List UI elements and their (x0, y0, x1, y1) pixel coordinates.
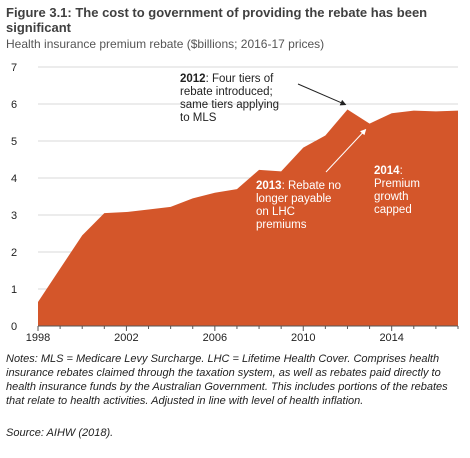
chart-notes: Notes: MLS = Medicare Levy Surcharge. LH… (6, 353, 448, 407)
chart-title: Figure 3.1: The cost to government of pr… (6, 5, 428, 35)
y-tick-label: 0 (11, 321, 17, 333)
annotation-line: Premium (374, 178, 420, 190)
annotation-line: capped (374, 204, 412, 216)
annotation-line: on LHC (256, 206, 295, 218)
y-tick-label: 4 (11, 173, 17, 185)
annotation-line: growth (374, 191, 409, 203)
annotation-line: same tiers applying (180, 99, 279, 111)
area-chart: 0 1 2 3 4 5 6 7 1998 2002 2006 2010 2014 2012: Four… (11, 62, 459, 344)
x-tick-label: 1998 (26, 332, 50, 344)
y-tick-label: 5 (11, 136, 17, 148)
y-tick-label: 3 (11, 210, 17, 222)
y-tick-label: 2 (11, 247, 17, 259)
arrow-2013 (325, 128, 367, 173)
y-tick-label: 6 (11, 99, 17, 111)
annotation-2014: 2014: (374, 165, 403, 177)
chart-source: Source: AIHW (2018). (6, 427, 114, 439)
x-tick-label: 2006 (203, 332, 227, 344)
annotation-2012: 2012: Four tiers of (180, 73, 274, 85)
annotation-line: rebate introduced; (180, 86, 273, 98)
x-tick-label: 2002 (114, 332, 138, 344)
annotation-line: to MLS (180, 112, 217, 124)
arrow-2012 (297, 83, 347, 106)
x-tick-label: 2014 (379, 332, 403, 344)
annotation-2013: 2013: Rebate no (256, 180, 341, 192)
y-tick-label: 1 (11, 284, 17, 296)
chart-subtitle: Health insurance premium rebate ($billio… (6, 37, 325, 51)
x-tick-label: 2010 (291, 332, 315, 344)
y-tick-label: 7 (11, 62, 17, 74)
annotation-line: premiums (256, 219, 307, 231)
annotation-line: longer payable (256, 193, 331, 205)
area-series (38, 109, 458, 326)
